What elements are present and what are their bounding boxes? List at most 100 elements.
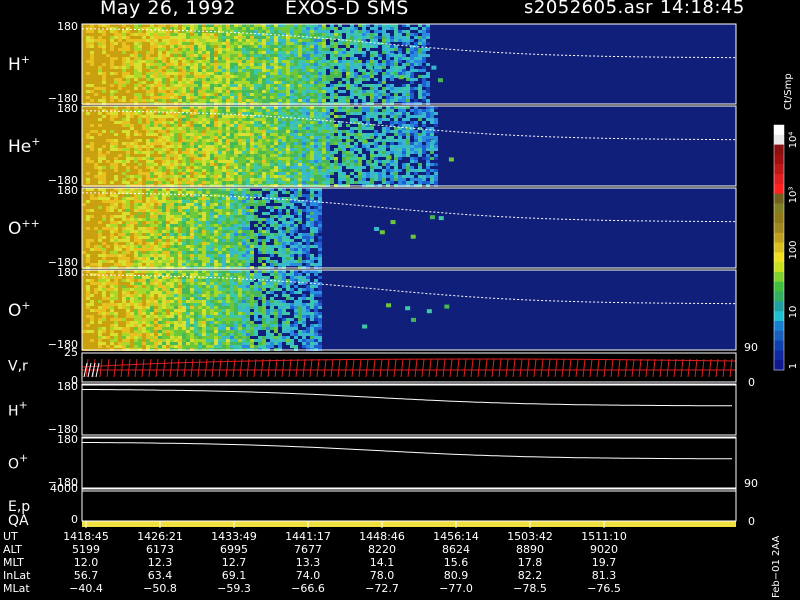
spectrogram-cell xyxy=(354,60,358,63)
spectrogram-cell xyxy=(294,93,298,96)
spectrogram-cell xyxy=(218,175,222,178)
spectrogram-cell xyxy=(138,33,142,36)
spectrogram-cell xyxy=(166,60,170,63)
spectrogram-cell xyxy=(202,151,206,154)
spectrogram-cell xyxy=(242,96,246,99)
spectrogram-cell xyxy=(322,24,326,27)
spectrogram-cell xyxy=(90,197,94,200)
spectrogram-cell xyxy=(150,93,154,96)
spectrogram-cell xyxy=(154,93,158,96)
spectrogram-cell xyxy=(402,99,406,102)
spectrogram-cell xyxy=(358,48,362,51)
spectrogram-cell xyxy=(118,139,122,142)
spectrogram-cell xyxy=(182,66,186,69)
spectrogram-cell xyxy=(258,109,262,112)
spectrogram-cell xyxy=(118,39,122,42)
spectrogram-cell xyxy=(250,118,254,121)
spectrogram-cell xyxy=(218,121,222,124)
spectrogram-cell xyxy=(434,172,438,175)
spectrogram-cell xyxy=(362,99,366,102)
spectrogram-cell xyxy=(274,69,278,72)
spectrogram-cell xyxy=(290,51,294,54)
spectrogram-cell xyxy=(238,124,242,127)
spectrogram-cell xyxy=(186,75,190,78)
spectrogram-cell xyxy=(306,84,310,87)
spectrogram-cell xyxy=(122,90,126,93)
spectrogram-cell xyxy=(82,69,86,72)
spectrogram-cell xyxy=(298,78,302,81)
spectrogram-cell xyxy=(218,127,222,130)
spectrogram-cell xyxy=(86,51,90,54)
spectrogram-cell xyxy=(346,87,350,90)
spectrogram-spot xyxy=(386,155,392,160)
spectrogram-cell xyxy=(402,130,406,133)
spectrogram-cell xyxy=(414,45,418,48)
spectrogram-cell xyxy=(314,48,318,51)
spectrogram-cell xyxy=(90,33,94,36)
spectrogram-cell xyxy=(98,124,102,127)
spectrogram-cell xyxy=(166,142,170,145)
spectrogram-cell xyxy=(286,66,290,69)
spectrogram-cell xyxy=(254,127,258,130)
spectrogram-cell xyxy=(382,75,386,78)
spectrogram-cell xyxy=(186,30,190,33)
spectrogram-cell xyxy=(354,175,358,178)
spectrogram-cell xyxy=(362,178,366,181)
spectrogram-cell xyxy=(214,72,218,75)
spectrogram-cell xyxy=(270,96,274,99)
spectrogram-cell xyxy=(198,142,202,145)
spectrogram-cell xyxy=(242,136,246,139)
spectrogram-cell xyxy=(86,106,90,109)
spectrogram-cell xyxy=(126,96,130,99)
spectrogram-cell xyxy=(302,130,306,133)
spectrogram-cell xyxy=(254,48,258,51)
spectrogram-cell xyxy=(266,178,270,181)
spectrogram-cell xyxy=(258,130,262,133)
spectrogram-cell xyxy=(350,93,354,96)
spectrogram-cell xyxy=(218,151,222,154)
spectrogram-cell xyxy=(298,48,302,51)
spectrogram-cell xyxy=(202,48,206,51)
spectrogram-cell xyxy=(322,57,326,60)
spectrogram-cell xyxy=(110,188,114,191)
spectrogram-cell xyxy=(218,33,222,36)
spectrogram-cell xyxy=(218,154,222,157)
spectrogram-cell xyxy=(390,178,394,181)
spectrogram-cell xyxy=(170,36,174,39)
spectrogram-cell xyxy=(218,90,222,93)
spectrogram-cell xyxy=(82,96,86,99)
spectrogram-cell xyxy=(234,66,238,69)
spectrogram-cell xyxy=(258,51,262,54)
spectrogram-cell xyxy=(106,233,110,236)
spectrogram-cell xyxy=(310,142,314,145)
spectrogram-cell xyxy=(314,148,318,151)
spectrogram-cell xyxy=(166,242,170,245)
spectrogram-cell xyxy=(86,33,90,36)
spectrogram-cell xyxy=(178,99,182,102)
spectrogram-cell xyxy=(146,263,150,266)
spectrogram-cell xyxy=(270,66,274,69)
spectrogram-cell xyxy=(90,254,94,257)
spectrogram-cell xyxy=(270,145,274,148)
spectrogram-cell xyxy=(82,154,86,157)
spectrogram-cell xyxy=(166,197,170,200)
spectrogram-cell xyxy=(158,30,162,33)
spectrogram-cell xyxy=(278,30,282,33)
spectrogram-cell xyxy=(302,127,306,130)
spectrogram-cell xyxy=(290,72,294,75)
spectrogram-cell xyxy=(310,54,314,57)
spectrogram-cell xyxy=(114,39,118,42)
spectrogram-cell xyxy=(106,227,110,230)
spectrogram-cell xyxy=(310,81,314,84)
spectrogram-cell xyxy=(394,27,398,30)
spectrogram-cell xyxy=(426,175,430,178)
spectrogram-cell xyxy=(126,206,130,209)
spectrogram-cell xyxy=(162,139,166,142)
spectrogram-cell xyxy=(342,151,346,154)
spectrogram-cell xyxy=(270,48,274,51)
spectrogram-cell xyxy=(118,263,122,266)
spectrogram-cell xyxy=(126,81,130,84)
spectrogram-cell xyxy=(86,251,90,254)
spectrogram-cell xyxy=(222,106,226,109)
spectrogram-cell xyxy=(414,130,418,133)
